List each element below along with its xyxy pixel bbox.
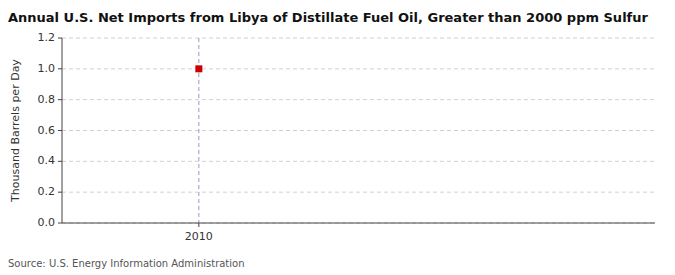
grid-line bbox=[62, 38, 655, 39]
y-tick-label: 1.0 bbox=[38, 62, 56, 75]
grid-line bbox=[62, 161, 655, 162]
y-tick-label: 0.8 bbox=[38, 93, 56, 106]
grid-line bbox=[62, 130, 655, 131]
plot-area bbox=[195, 38, 202, 223]
grid-line bbox=[62, 223, 655, 224]
y-tick bbox=[58, 161, 62, 162]
y-tick bbox=[58, 68, 62, 69]
point bbox=[195, 65, 202, 72]
y-tick bbox=[58, 192, 62, 193]
y-axis-label: Thousand Barrels per Day bbox=[9, 59, 22, 203]
y-tick bbox=[58, 223, 62, 224]
y-tick-label: 0.6 bbox=[38, 124, 56, 137]
chart: 0.0 0.2 0.4 0.6 0.8 1.0 1.2 2010 Thousand Barrel… bbox=[0, 0, 675, 275]
grid bbox=[62, 38, 655, 223]
y-tick-label: 0.4 bbox=[38, 154, 56, 167]
x-axis-line bbox=[62, 223, 655, 224]
y-tick bbox=[58, 130, 62, 131]
y-tick-label: 0.0 bbox=[38, 216, 56, 229]
grid-line bbox=[62, 68, 655, 69]
axes: 0.0 0.2 0.4 0.6 0.8 1.0 1.2 2010 bbox=[38, 31, 656, 243]
x-tick bbox=[198, 223, 199, 227]
y-tick-label: 1.2 bbox=[38, 31, 56, 44]
x-tick-label: 2010 bbox=[185, 230, 213, 243]
y-tick bbox=[58, 38, 62, 39]
grid-line bbox=[62, 192, 655, 193]
title: Annual U.S. Net Imports from Libya of Di… bbox=[8, 10, 648, 25]
grid-line bbox=[62, 99, 655, 100]
source: Source: U.S. Energy Information Administ… bbox=[8, 258, 245, 269]
y-tick bbox=[58, 99, 62, 100]
y-tick-label: 0.2 bbox=[38, 185, 56, 198]
